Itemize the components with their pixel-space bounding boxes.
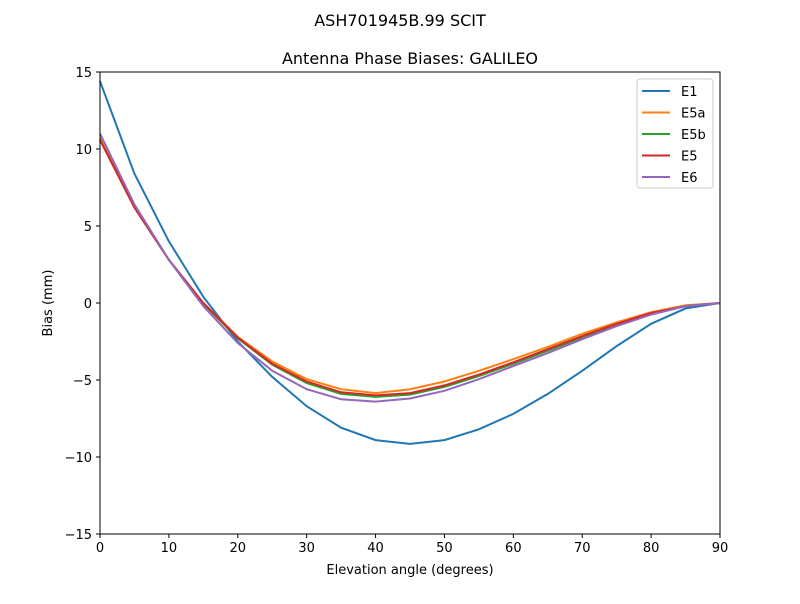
legend-label: E6 [681, 171, 698, 186]
chart-title: Antenna Phase Biases: GALILEO [282, 49, 538, 68]
series-line-e5b [99, 139, 721, 398]
x-tick-label: 30 [298, 541, 315, 556]
y-tick-label: 10 [75, 143, 92, 158]
legend-label: E1 [681, 85, 698, 100]
x-tick-label: 10 [161, 541, 178, 556]
legend-label: E5a [681, 107, 705, 122]
x-tick-label: 70 [574, 541, 591, 556]
legend-label: E5b [681, 128, 706, 143]
y-tick-label: 0 [84, 297, 92, 312]
series-line-e1 [99, 80, 721, 445]
x-axis-label: Elevation angle (degrees) [326, 563, 493, 578]
y-tick-label: 5 [84, 220, 92, 235]
series-line-e6 [99, 133, 721, 403]
y-tick-label: −15 [65, 528, 92, 543]
legend-label: E5 [681, 150, 698, 165]
x-tick-label: 40 [367, 541, 384, 556]
x-tick-label: 20 [230, 541, 247, 556]
y-axis-label: Bias (mm) [41, 270, 56, 337]
plot-frame [99, 71, 721, 535]
x-tick-label: 90 [712, 541, 729, 556]
legend: E1 E5a E5b E5 E6 [636, 78, 714, 189]
series-line-e5a [99, 137, 721, 395]
series-line-e5 [99, 139, 721, 397]
legend-box [636, 78, 714, 189]
x-tick-label: 60 [505, 541, 522, 556]
y-tick-label: 15 [75, 66, 92, 81]
chart-suptitle: ASH701945B.99 SCIT [314, 11, 486, 30]
x-tick-label: 80 [643, 541, 660, 556]
y-tick-label: −10 [65, 451, 92, 466]
y-tick-label: −5 [73, 374, 92, 389]
x-tick-label: 0 [96, 541, 104, 556]
x-tick-label: 50 [436, 541, 453, 556]
